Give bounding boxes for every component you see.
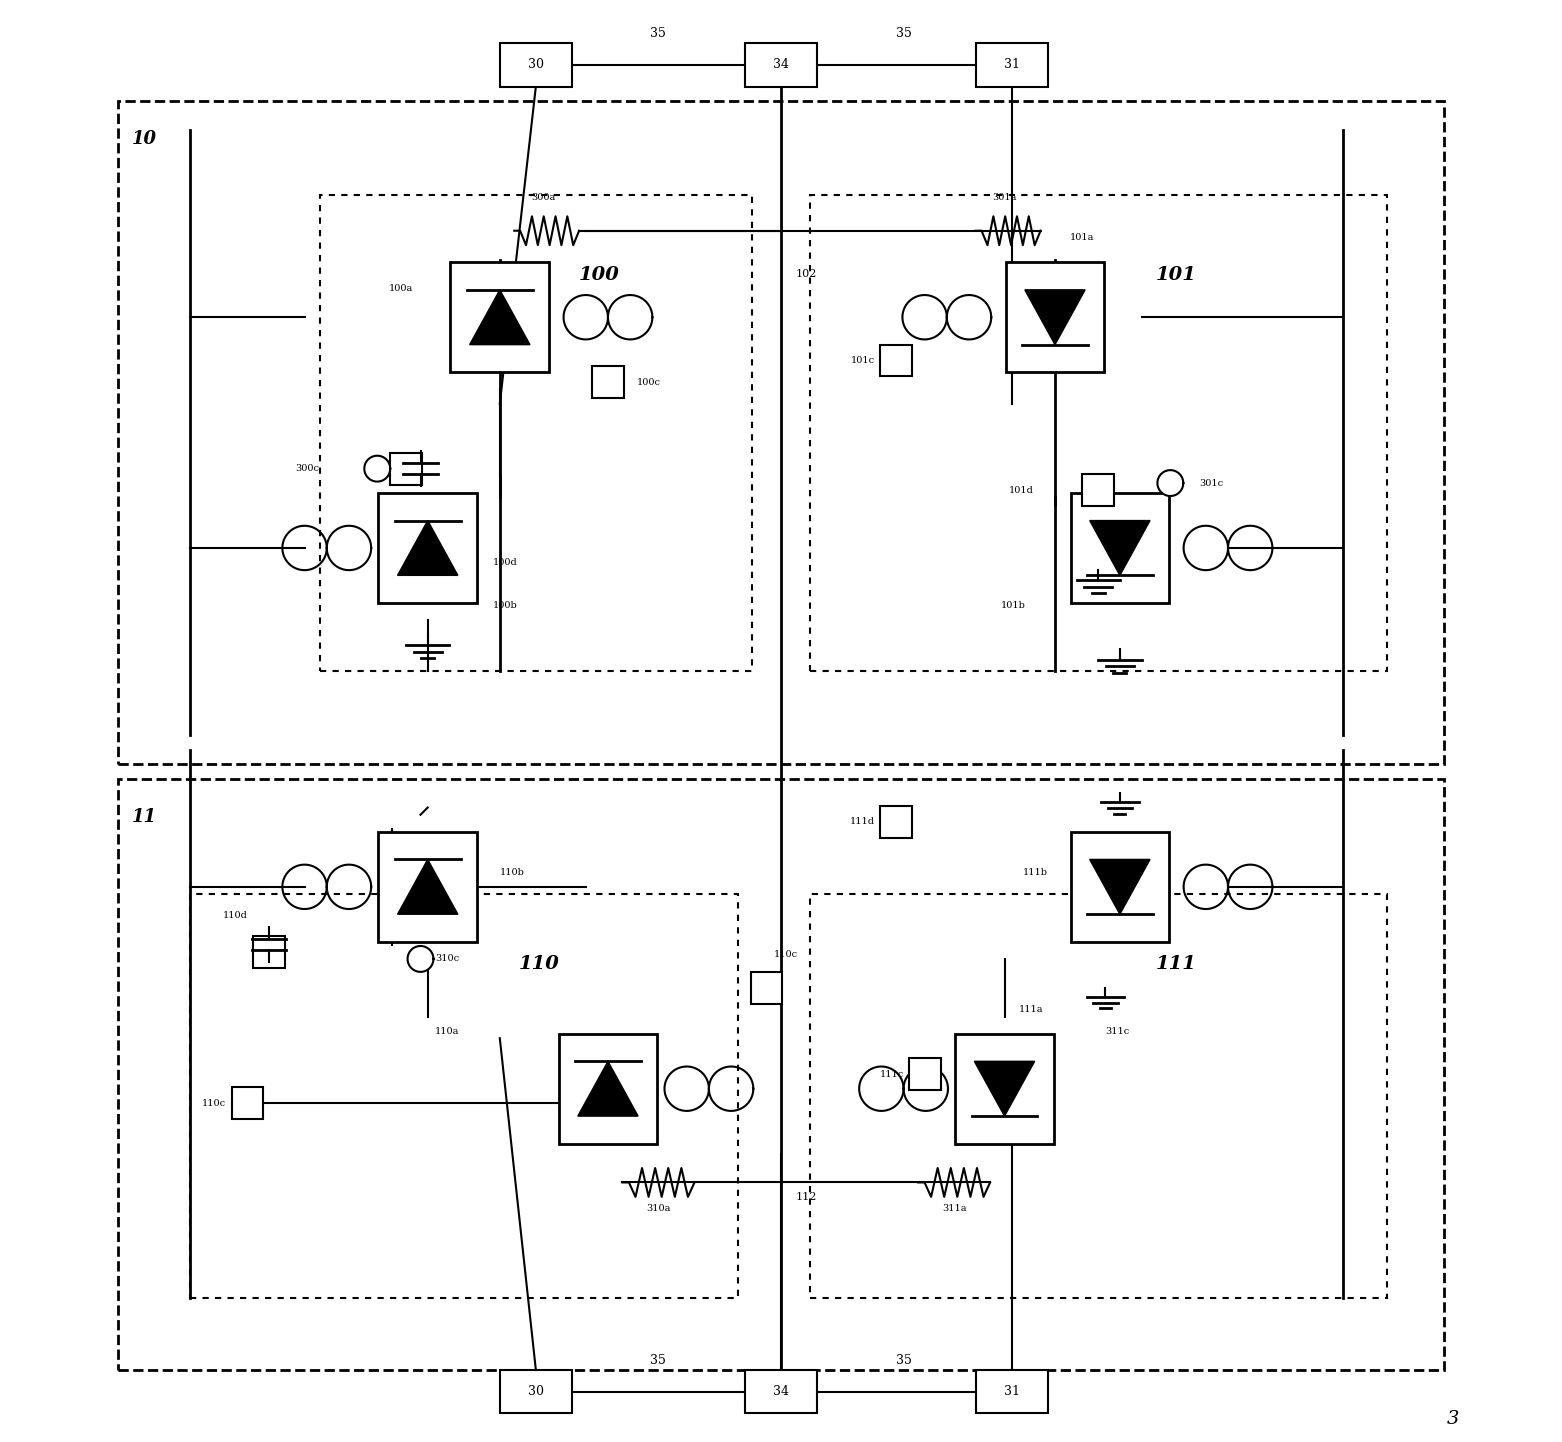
Polygon shape <box>1025 290 1086 345</box>
Bar <box>809 894 1387 1298</box>
Polygon shape <box>975 1061 1034 1116</box>
Bar <box>1070 832 1170 942</box>
Bar <box>976 1370 1048 1413</box>
Text: 110c: 110c <box>201 1099 226 1107</box>
Bar <box>881 345 912 376</box>
Text: 111a: 111a <box>1018 1005 1043 1014</box>
Polygon shape <box>1090 521 1150 575</box>
Text: 100b: 100b <box>492 601 517 610</box>
Bar <box>909 1058 940 1090</box>
Bar <box>378 493 476 603</box>
Text: 110d: 110d <box>223 911 247 920</box>
Text: 100d: 100d <box>492 558 517 567</box>
Text: 100: 100 <box>580 265 620 284</box>
Text: 110a: 110a <box>434 1027 459 1035</box>
Bar <box>809 195 1387 671</box>
Text: 31: 31 <box>1004 1384 1020 1399</box>
Polygon shape <box>408 946 434 972</box>
Text: 3: 3 <box>1446 1410 1459 1428</box>
Polygon shape <box>1090 859 1150 914</box>
Text: 35: 35 <box>895 27 912 40</box>
Bar <box>956 1034 1054 1144</box>
Text: 310a: 310a <box>647 1204 670 1213</box>
Text: 301c: 301c <box>1200 479 1223 487</box>
Text: 310c: 310c <box>434 955 459 963</box>
Text: 30: 30 <box>528 58 544 72</box>
Bar <box>559 1034 658 1144</box>
Text: 30: 30 <box>528 1384 544 1399</box>
Text: 34: 34 <box>773 58 789 72</box>
Text: 110: 110 <box>519 955 559 972</box>
Text: 34: 34 <box>773 1384 789 1399</box>
Bar <box>1006 262 1104 372</box>
Text: 311c: 311c <box>1106 1027 1129 1035</box>
Text: 100c: 100c <box>637 378 661 386</box>
Text: 110c: 110c <box>773 950 798 959</box>
Bar <box>253 936 284 968</box>
Bar <box>745 1370 817 1413</box>
Polygon shape <box>398 521 458 575</box>
Bar <box>745 43 817 87</box>
Polygon shape <box>364 456 390 482</box>
Bar <box>976 43 1048 87</box>
Bar <box>231 1087 264 1119</box>
Text: 35: 35 <box>650 27 667 40</box>
Text: 111b: 111b <box>1023 868 1048 877</box>
Bar <box>1082 474 1114 506</box>
Bar <box>500 1370 572 1413</box>
Text: 111d: 111d <box>850 818 875 826</box>
Text: 102: 102 <box>795 270 817 278</box>
Bar <box>592 366 623 398</box>
Bar <box>881 806 912 838</box>
Text: 100a: 100a <box>389 284 414 293</box>
Text: 111c: 111c <box>879 1070 903 1079</box>
Text: 35: 35 <box>650 1354 667 1367</box>
Polygon shape <box>398 859 458 914</box>
Text: 35: 35 <box>895 1354 912 1367</box>
Text: 300c: 300c <box>295 464 320 473</box>
Text: 311a: 311a <box>942 1204 967 1213</box>
Bar <box>189 894 737 1298</box>
Bar <box>450 262 550 372</box>
Text: 10: 10 <box>133 130 158 147</box>
Text: 101c: 101c <box>851 356 875 365</box>
Text: 110b: 110b <box>500 868 525 877</box>
Polygon shape <box>470 290 530 345</box>
Text: 101d: 101d <box>1009 486 1034 495</box>
Bar <box>1070 493 1170 603</box>
Bar <box>500 43 572 87</box>
Text: 31: 31 <box>1004 58 1020 72</box>
Text: 111: 111 <box>1156 955 1196 972</box>
Bar <box>390 453 422 485</box>
Polygon shape <box>1157 470 1184 496</box>
Text: 301a: 301a <box>992 193 1017 202</box>
Text: 101: 101 <box>1156 265 1196 284</box>
Text: 101b: 101b <box>1001 601 1026 610</box>
Text: 101a: 101a <box>1070 234 1093 242</box>
Text: 11: 11 <box>133 808 158 825</box>
Bar <box>320 195 753 671</box>
Text: 112: 112 <box>795 1193 817 1201</box>
Polygon shape <box>578 1061 639 1116</box>
Text: 300a: 300a <box>531 193 555 202</box>
Bar <box>378 832 476 942</box>
Bar <box>751 972 783 1004</box>
